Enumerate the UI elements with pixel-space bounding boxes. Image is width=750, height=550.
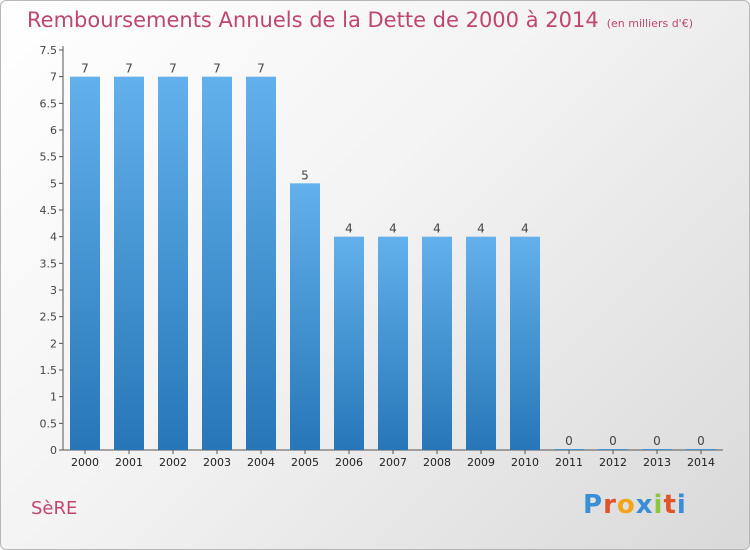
data-label: 4 — [345, 222, 353, 236]
y-tick-label: 1.5 — [40, 364, 58, 377]
bar — [334, 236, 364, 450]
y-tick-label: 3.5 — [40, 257, 58, 270]
bar — [510, 236, 540, 450]
bar — [554, 449, 584, 450]
bar — [290, 183, 320, 451]
logo-letter: o — [616, 490, 636, 520]
chart-title: Remboursements Annuels de la Dette de 20… — [27, 8, 693, 32]
y-tick-label: 4.5 — [40, 204, 58, 217]
y-tick-label: 6 — [50, 124, 57, 137]
y-tick-label: 7 — [50, 71, 57, 84]
bar — [422, 236, 452, 450]
data-label: 0 — [653, 434, 661, 448]
logo-letter: r — [603, 490, 617, 520]
y-tick-label: 2 — [50, 337, 57, 350]
y-tick-label: 2.5 — [40, 311, 58, 324]
y-tick-label: 5.5 — [40, 151, 58, 164]
x-tick-label: 2006 — [335, 456, 363, 469]
bar — [202, 76, 232, 451]
bar — [642, 449, 672, 450]
y-tick-label: 1 — [50, 391, 57, 404]
data-label: 5 — [301, 168, 309, 182]
y-tick-label: 6.5 — [40, 97, 58, 110]
bar — [378, 236, 408, 450]
y-tick-label: 0 — [50, 444, 57, 457]
x-tick-label: 2005 — [291, 456, 319, 469]
x-tick-label: 2002 — [159, 456, 187, 469]
data-label: 4 — [389, 222, 397, 236]
bar — [70, 76, 100, 451]
proxiti-logo[interactable]: Proxiti — [583, 490, 687, 520]
x-tick-label: 2000 — [71, 456, 99, 469]
logo-letter: t — [663, 490, 677, 520]
logo-letter: P — [583, 490, 604, 520]
x-tick-label: 2013 — [643, 456, 671, 469]
data-label: 7 — [81, 62, 89, 76]
data-label: 7 — [213, 62, 221, 76]
x-tick-label: 2004 — [247, 456, 275, 469]
chart-title-text: Remboursements Annuels de la Dette de 20… — [27, 8, 599, 32]
y-tick-label: 7.5 — [40, 44, 58, 57]
bar — [686, 449, 716, 450]
x-tick-label: 2003 — [203, 456, 231, 469]
unit-note: (en milliers d'€) — [606, 17, 693, 30]
x-tick-label: 2012 — [599, 456, 627, 469]
x-tick-label: 2009 — [467, 456, 495, 469]
data-label: 4 — [521, 222, 529, 236]
y-tick-label: 4 — [50, 231, 57, 244]
x-tick-label: 2014 — [687, 456, 715, 469]
logo-letter: x — [635, 490, 654, 520]
logo-letter: i — [676, 490, 687, 520]
data-label: 7 — [169, 62, 177, 76]
bar — [246, 76, 276, 451]
commune-name: SèRE — [31, 498, 78, 519]
data-label: 4 — [477, 222, 485, 236]
y-tick-label: 0.5 — [40, 417, 58, 430]
y-tick-label: 5 — [50, 177, 57, 190]
x-tick-label: 2001 — [115, 456, 143, 469]
data-label: 0 — [609, 434, 617, 448]
x-tick-label: 2011 — [555, 456, 583, 469]
x-tick-label: 2007 — [379, 456, 407, 469]
y-tick-label: 3 — [50, 284, 57, 297]
data-label: 7 — [257, 62, 265, 76]
x-tick-label: 2008 — [423, 456, 451, 469]
data-label: 0 — [697, 434, 705, 448]
x-tick-label: 2010 — [511, 456, 539, 469]
data-label: 0 — [565, 434, 573, 448]
data-label: 7 — [125, 62, 133, 76]
bar — [598, 449, 628, 450]
bar — [114, 76, 144, 451]
bar — [466, 236, 496, 450]
bar — [158, 76, 188, 451]
logo-letter: i — [653, 490, 664, 520]
data-label: 4 — [433, 222, 441, 236]
